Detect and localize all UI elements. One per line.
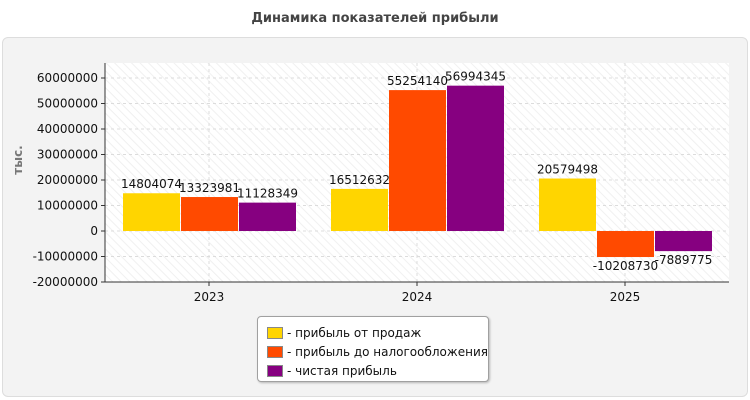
legend-swatch bbox=[267, 345, 283, 358]
x-tick-label: 2023 bbox=[194, 290, 225, 304]
bar bbox=[447, 85, 504, 231]
y-tick-label: 50000000 bbox=[37, 97, 98, 111]
data-label: 14804074 bbox=[121, 177, 182, 191]
y-tick-label: 10000000 bbox=[37, 199, 98, 213]
y-axis-label: тыс. bbox=[11, 145, 25, 174]
bars bbox=[123, 85, 712, 258]
bar bbox=[239, 202, 296, 231]
y-tick-label: 40000000 bbox=[37, 122, 98, 136]
data-label: 56994345 bbox=[445, 70, 506, 84]
data-label: -10208730 bbox=[593, 259, 658, 273]
y-tick-label: 30000000 bbox=[37, 148, 98, 162]
data-label: 55254140 bbox=[387, 74, 448, 88]
x-tick-label: 2024 bbox=[402, 290, 433, 304]
y-tick-label: 20000000 bbox=[37, 173, 98, 187]
y-tick-label: 0 bbox=[90, 224, 98, 238]
legend-swatch bbox=[267, 364, 283, 377]
legend: - прибыль от продаж - прибыль до налогоо… bbox=[257, 316, 489, 382]
data-label: 16512632 bbox=[329, 173, 390, 187]
legend-label: - чистая прибыль bbox=[287, 363, 397, 378]
y-tick-label: -10000000 bbox=[33, 250, 98, 264]
bar bbox=[597, 231, 654, 258]
y-tick-label: -20000000 bbox=[33, 275, 98, 289]
legend-item-net-profit: - чистая прибыль bbox=[267, 361, 488, 380]
bar bbox=[331, 188, 388, 231]
bar bbox=[539, 178, 596, 231]
bar bbox=[389, 90, 446, 231]
legend-label: - прибыль до налогообложения bbox=[287, 344, 488, 359]
axes: -20000000 -10000000 0 10000000 20000000 30000… bbox=[33, 63, 729, 304]
data-label: -7889775 bbox=[655, 253, 713, 267]
chart-title: Динамика показателей прибыли bbox=[251, 11, 499, 26]
legend-item-sales-profit: - прибыль от продаж bbox=[267, 323, 488, 342]
data-label: 11128349 bbox=[237, 187, 298, 201]
legend-swatch bbox=[267, 326, 283, 339]
bar bbox=[181, 197, 238, 231]
y-tick-label: 60000000 bbox=[37, 71, 98, 85]
legend-label: - прибыль от продаж bbox=[287, 325, 422, 340]
data-label: 20579498 bbox=[537, 163, 598, 177]
x-tick-label: 2025 bbox=[610, 290, 641, 304]
data-label: 13323981 bbox=[179, 181, 240, 195]
legend-item-pretax-profit: - прибыль до налогообложения bbox=[267, 342, 488, 361]
bar bbox=[655, 231, 712, 252]
bar bbox=[123, 193, 180, 231]
